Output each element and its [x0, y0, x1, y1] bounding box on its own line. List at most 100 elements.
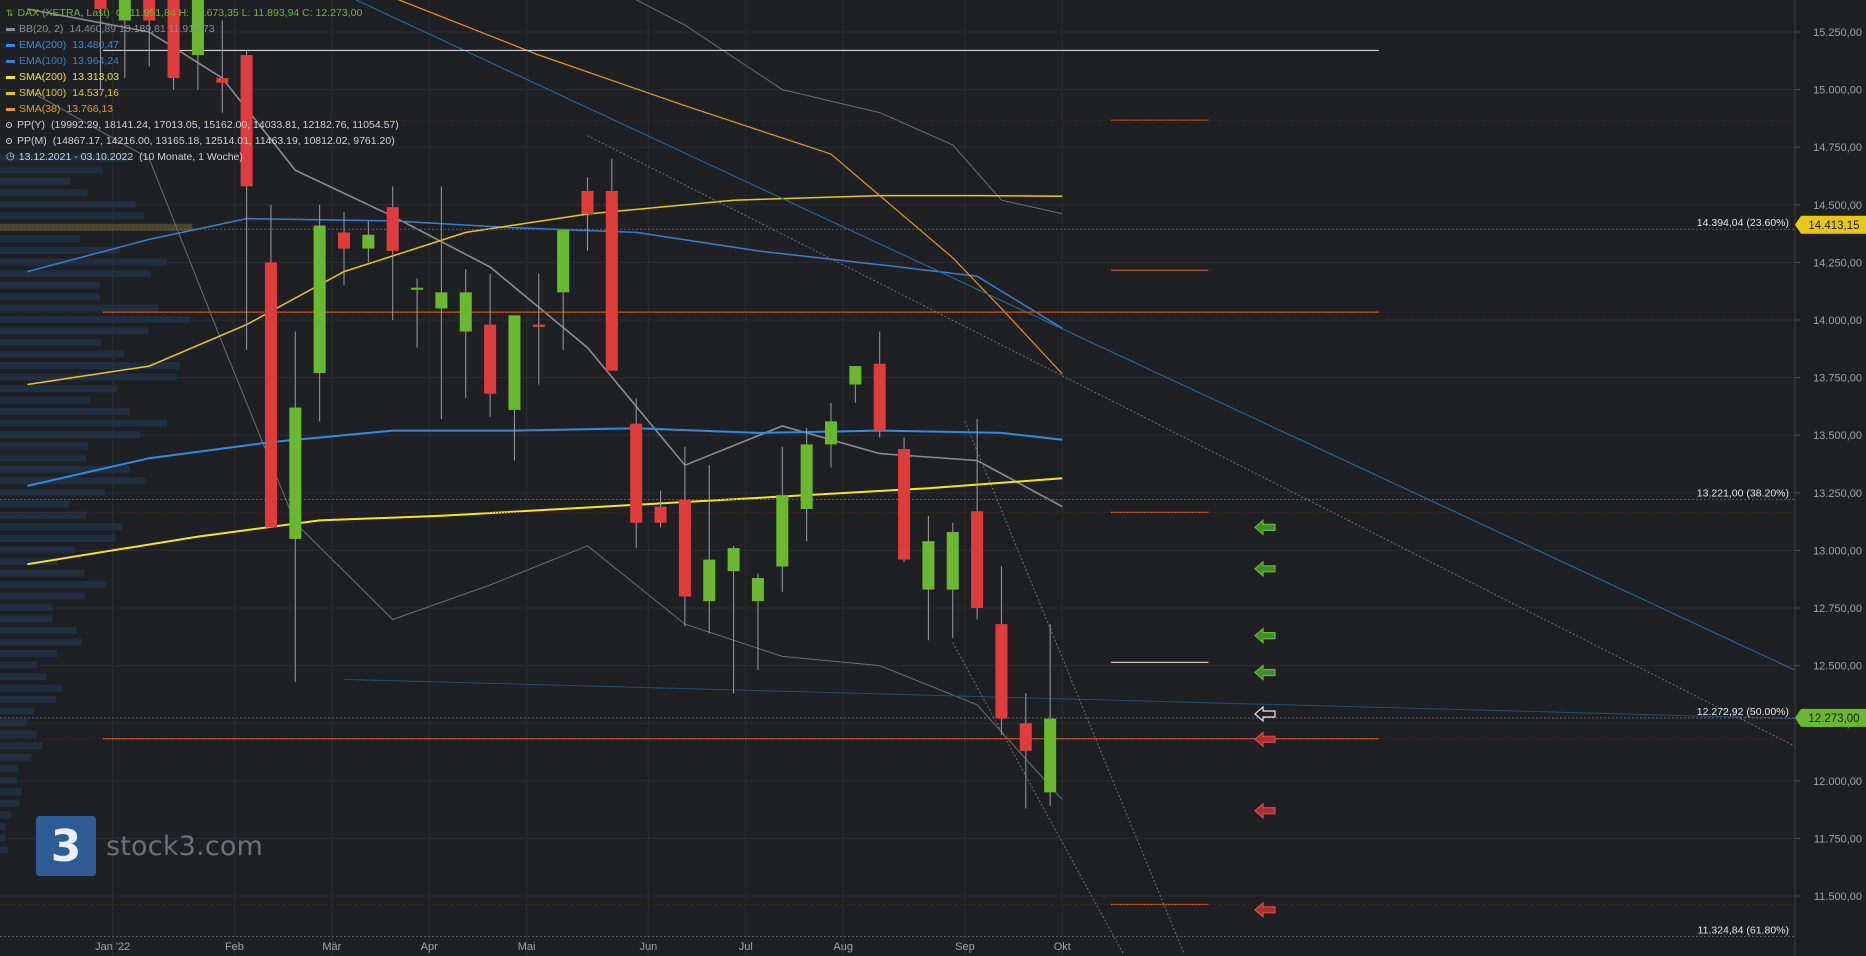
candle-body [435, 292, 448, 309]
legend-pivot-month[interactable]: PP(M) (14867.17, 14216.00, 13165.18, 125… [6, 133, 399, 149]
signal-arrow [1254, 901, 1276, 919]
volume-profile-bar [0, 707, 35, 715]
candle-body [800, 444, 813, 509]
volume-profile-bar [0, 235, 81, 243]
price-badge [1795, 708, 1866, 727]
legend-pivot-year[interactable]: PP(Y) (19992.29, 18141.24, 17013.05, 151… [6, 117, 399, 133]
volume-profile-bar [0, 477, 145, 485]
period-range: 13.12.2021 - 03.10.2022 [18, 151, 134, 163]
volume-profile-bar [0, 200, 136, 208]
candle-body [167, 0, 180, 79]
y-tick-label: 15.000,00 [1813, 85, 1862, 97]
candle-body [118, 0, 131, 21]
volume-profile-bar [0, 454, 87, 462]
logo-mark: 3 [36, 816, 96, 876]
candle-body [216, 78, 229, 83]
volume-profile-bar [0, 442, 89, 450]
bollinger-upper-line [635, 0, 1063, 215]
x-tick-label: Aug [833, 941, 853, 953]
price-badge [1795, 215, 1866, 234]
y-tick-label: 13.000,00 [1813, 545, 1862, 557]
x-tick-label: Mär [322, 941, 341, 953]
signal-arrow [1254, 519, 1276, 536]
candle-body [873, 363, 886, 431]
volume-profile-bar [0, 431, 141, 439]
signal-arrow [1254, 705, 1276, 723]
volume-profile-bar [0, 396, 90, 404]
stock3-logo: 3 stock3.com [36, 816, 263, 876]
volume-profile-bar [0, 465, 130, 473]
y-axis-bg [1796, 0, 1866, 956]
candle-body [825, 421, 837, 445]
candle-body [922, 541, 935, 590]
pivot-icon [6, 122, 12, 128]
candle-body [630, 423, 643, 523]
fibonacci-label: 14.394,04 (23.60%) [1697, 217, 1789, 229]
indicator-lines [27, 0, 1796, 954]
candle-body [751, 578, 764, 602]
volume-profile-bar [0, 258, 167, 266]
volume-profile-bar [0, 696, 56, 704]
volume-profile-bar [0, 776, 17, 784]
legend-indicator-row[interactable]: BB(20, 2) 14.460,89 13.189,81 11.918,73 [6, 21, 399, 37]
indicator-label: EMA(100) [19, 55, 67, 67]
price-badges: 14.413,15 12.273,00 [1795, 215, 1866, 727]
pivot-label: PP(Y) [17, 119, 46, 131]
indicator-label: SMA(200) [19, 71, 67, 83]
clock-icon: ◷ [6, 151, 15, 162]
legend-indicator-row[interactable]: EMA(100) 13.964,24 [6, 53, 399, 69]
candle-body [94, 0, 107, 9]
candle-body [605, 190, 618, 371]
volume-profile-bar [0, 546, 75, 554]
candle-body [654, 506, 667, 523]
candle-body [191, 0, 204, 56]
volume-profile-bar [0, 304, 159, 312]
legend-symbol-row: ⇅ DAX (XETRA, Last) O: 11.951,84 H: 12.6… [6, 5, 399, 21]
volume-profile-bar [0, 419, 168, 427]
indicator-swatch [6, 91, 15, 95]
indicator-swatch [6, 43, 15, 47]
volume-profile-bar [0, 281, 101, 289]
y-tick-label: 13.750,00 [1813, 373, 1862, 385]
x-tick-label: Sep [955, 941, 975, 953]
y-tick-label: 14.500,00 [1813, 200, 1862, 212]
volume-profile-bar [0, 534, 116, 542]
y-tick-label: 14.750,00 [1813, 142, 1862, 154]
indicator-swatch [6, 59, 15, 63]
pivot-label: PP(M) [17, 135, 47, 147]
candle-body [508, 315, 521, 410]
candle-body [143, 0, 156, 21]
signal-arrow [1254, 731, 1276, 748]
candle-body [289, 407, 302, 539]
volume-profile-bar [0, 650, 57, 658]
y-tick-label: 13.250,00 [1813, 488, 1862, 500]
legend-indicator-row[interactable]: SMA(38) 13.766,13 [6, 101, 399, 117]
volume-profile-bar [0, 811, 11, 819]
volume-profile-bar [0, 523, 122, 531]
volume-profile-bar [0, 246, 121, 254]
legend-indicator-row[interactable]: EMA(200) 13.480,47 [6, 37, 399, 53]
legend-indicator-row[interactable]: SMA(100) 14.537,16 [6, 85, 399, 101]
volume-profile-bar [0, 292, 100, 300]
volume-profile-bar [0, 799, 20, 807]
candle-body [971, 511, 984, 608]
pivot-values: (14867.17, 14216.00, 13165.18, 12514.01,… [52, 135, 395, 147]
volume-profile-bar [0, 154, 128, 162]
indicator-swatch [6, 27, 15, 31]
volume-profile [0, 154, 193, 853]
volume-profile-bar [0, 223, 193, 231]
volume-profile-bar [0, 569, 85, 577]
signal-arrow [1254, 802, 1276, 820]
volume-profile-bar [0, 604, 53, 611]
signal-arrow [1254, 560, 1276, 578]
legend-indicator-row[interactable]: SMA(200) 13.313,03 [6, 69, 399, 85]
signal-arrows [1254, 519, 1276, 919]
candle-body [264, 262, 277, 528]
signal-arrow [1254, 627, 1276, 644]
legend-period: ◷ 13.12.2021 - 03.10.2022 (10 Monate, 1 … [6, 149, 399, 165]
volume-profile-bar [0, 592, 85, 600]
signal-arrow [1254, 664, 1276, 681]
sma200-line [27, 477, 1063, 566]
price-badge-label: 14.413,15 [1808, 220, 1859, 232]
